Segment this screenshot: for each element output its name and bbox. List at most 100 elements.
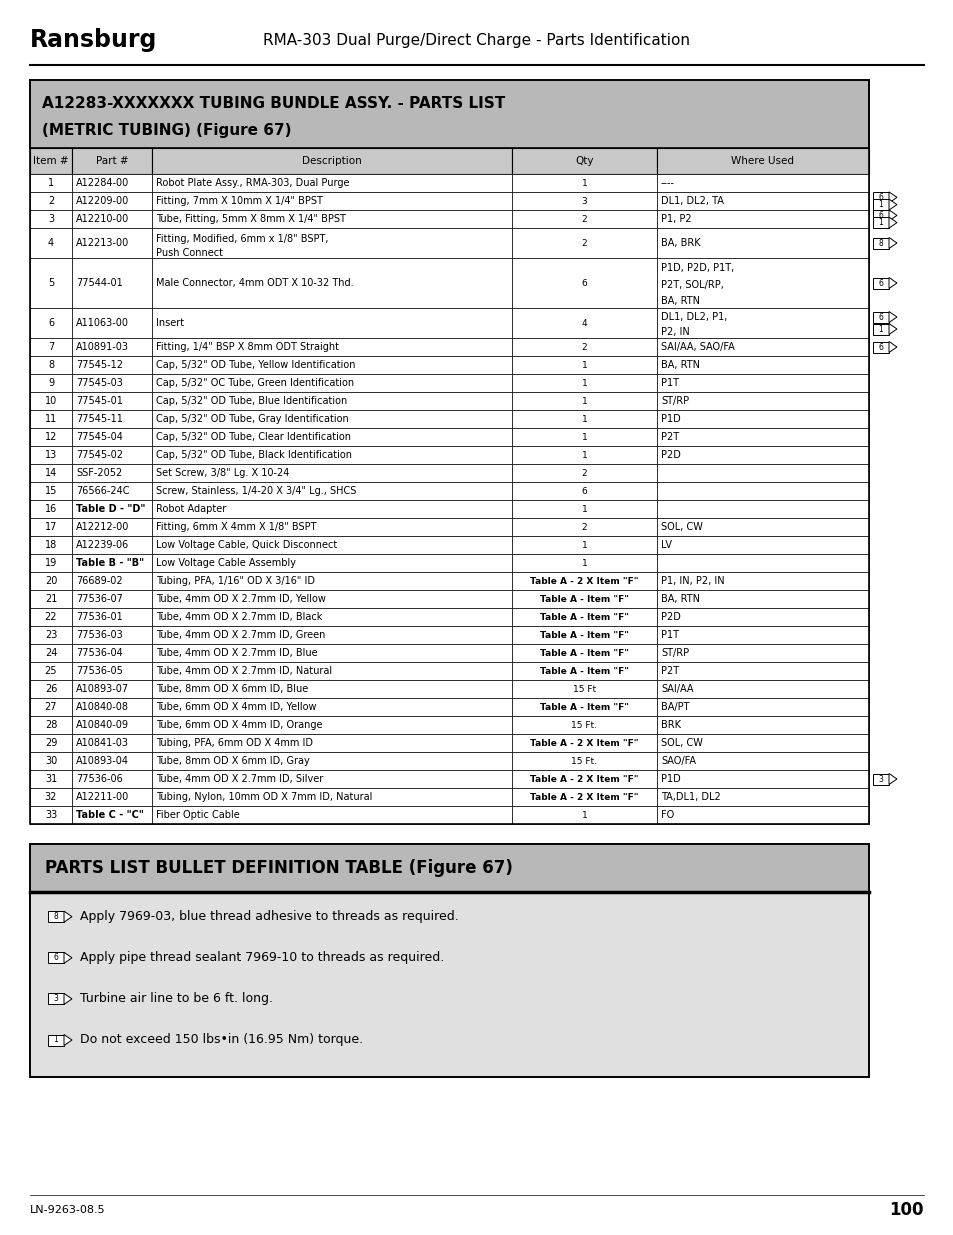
Text: 3: 3: [878, 774, 882, 783]
Bar: [657, 643, 868, 662]
Bar: [30, 210, 71, 228]
Text: 76689-02: 76689-02: [76, 576, 123, 585]
Text: 77536-03: 77536-03: [76, 630, 123, 640]
Text: Fitting, 7mm X 10mm X 1/4" BPST: Fitting, 7mm X 10mm X 1/4" BPST: [156, 196, 322, 206]
Bar: [512, 210, 657, 228]
Text: 15 Ft: 15 Ft: [573, 684, 596, 694]
Text: P1D: P1D: [660, 414, 680, 424]
Bar: [512, 500, 657, 517]
Text: 1: 1: [581, 432, 587, 441]
Bar: [30, 844, 868, 1077]
Bar: [657, 716, 868, 734]
Text: Tube, 8mm OD X 6mm ID, Gray: Tube, 8mm OD X 6mm ID, Gray: [156, 756, 310, 766]
Bar: [512, 191, 657, 210]
Bar: [71, 210, 152, 228]
Text: P1T: P1T: [660, 630, 679, 640]
Text: SAI/AA, SAO/FA: SAI/AA, SAO/FA: [660, 342, 734, 352]
Text: 7: 7: [48, 342, 54, 352]
Text: LN-9263-08.5: LN-9263-08.5: [30, 1205, 106, 1215]
Text: 15 Ft.: 15 Ft.: [571, 720, 597, 730]
Text: A12211-00: A12211-00: [76, 792, 129, 802]
Text: Do not exceed 150 lbs•in (16.95 Nm) torque.: Do not exceed 150 lbs•in (16.95 Nm) torq…: [80, 1034, 363, 1046]
Text: ST/RP: ST/RP: [660, 648, 688, 658]
Bar: [71, 338, 152, 356]
Bar: [152, 643, 512, 662]
Bar: [71, 680, 152, 698]
Text: (METRIC TUBING) (Figure 67): (METRIC TUBING) (Figure 67): [42, 122, 292, 137]
Bar: [657, 806, 868, 824]
Text: Apply pipe thread sealant 7969-10 to threads as required.: Apply pipe thread sealant 7969-10 to thr…: [80, 951, 444, 965]
Text: Tube, 6mm OD X 4mm ID, Yellow: Tube, 6mm OD X 4mm ID, Yellow: [156, 701, 316, 713]
Bar: [512, 698, 657, 716]
Text: 77536-04: 77536-04: [76, 648, 123, 658]
Bar: [152, 391, 512, 410]
Bar: [71, 662, 152, 680]
Bar: [512, 536, 657, 555]
Bar: [872, 278, 888, 289]
Bar: [30, 662, 71, 680]
Bar: [30, 464, 71, 482]
Text: A12284-00: A12284-00: [76, 178, 129, 188]
Text: 33: 33: [45, 810, 57, 820]
Bar: [657, 752, 868, 769]
Text: 6: 6: [878, 193, 882, 201]
Bar: [152, 410, 512, 429]
Bar: [30, 80, 868, 824]
Text: 6: 6: [48, 317, 54, 329]
Bar: [48, 911, 64, 923]
Bar: [512, 517, 657, 536]
Polygon shape: [888, 311, 896, 322]
Bar: [152, 608, 512, 626]
Bar: [152, 338, 512, 356]
Bar: [512, 752, 657, 769]
Text: 77536-01: 77536-01: [76, 613, 123, 622]
Text: Fitting, Modified, 6mm x 1/8" BSPT,: Fitting, Modified, 6mm x 1/8" BSPT,: [156, 233, 328, 243]
Text: Ransburg: Ransburg: [30, 28, 157, 52]
Bar: [512, 572, 657, 590]
Bar: [152, 555, 512, 572]
Text: 8: 8: [48, 359, 54, 370]
Bar: [872, 237, 888, 248]
Bar: [512, 482, 657, 500]
Text: 6: 6: [878, 279, 882, 288]
Bar: [657, 517, 868, 536]
Text: SOL, CW: SOL, CW: [660, 522, 702, 532]
Text: Where Used: Where Used: [731, 156, 794, 165]
Bar: [512, 464, 657, 482]
Bar: [71, 374, 152, 391]
Text: Table A - 2 X Item "F": Table A - 2 X Item "F": [530, 793, 639, 802]
Text: Table B - "B": Table B - "B": [76, 558, 144, 568]
Text: Tube, 4mm OD X 2.7mm ID, Yellow: Tube, 4mm OD X 2.7mm ID, Yellow: [156, 594, 326, 604]
Text: P2T: P2T: [660, 432, 679, 442]
Polygon shape: [888, 278, 896, 289]
Text: P2, IN: P2, IN: [660, 327, 689, 337]
Bar: [872, 199, 888, 210]
Bar: [152, 662, 512, 680]
Bar: [71, 555, 152, 572]
Bar: [657, 356, 868, 374]
Bar: [152, 482, 512, 500]
Bar: [657, 464, 868, 482]
Bar: [152, 788, 512, 806]
Text: 27: 27: [45, 701, 57, 713]
Text: BA, BRK: BA, BRK: [660, 238, 700, 248]
Text: Apply 7969-03, blue thread adhesive to threads as required.: Apply 7969-03, blue thread adhesive to t…: [80, 910, 458, 924]
Text: 3: 3: [581, 196, 587, 205]
Text: 6: 6: [581, 279, 587, 288]
Bar: [30, 752, 71, 769]
Bar: [657, 338, 868, 356]
Bar: [512, 680, 657, 698]
Bar: [657, 698, 868, 716]
Text: 22: 22: [45, 613, 57, 622]
Text: Insert: Insert: [156, 317, 184, 329]
Text: A10893-04: A10893-04: [76, 756, 129, 766]
Text: Table A - 2 X Item "F": Table A - 2 X Item "F": [530, 774, 639, 783]
Text: Cap, 5/32" OD Tube, Blue Identification: Cap, 5/32" OD Tube, Blue Identification: [156, 396, 347, 406]
Text: Table D - "D": Table D - "D": [76, 504, 145, 514]
Bar: [152, 429, 512, 446]
Bar: [71, 258, 152, 308]
Bar: [30, 338, 71, 356]
Text: 3: 3: [48, 214, 54, 224]
Bar: [71, 608, 152, 626]
Bar: [657, 680, 868, 698]
